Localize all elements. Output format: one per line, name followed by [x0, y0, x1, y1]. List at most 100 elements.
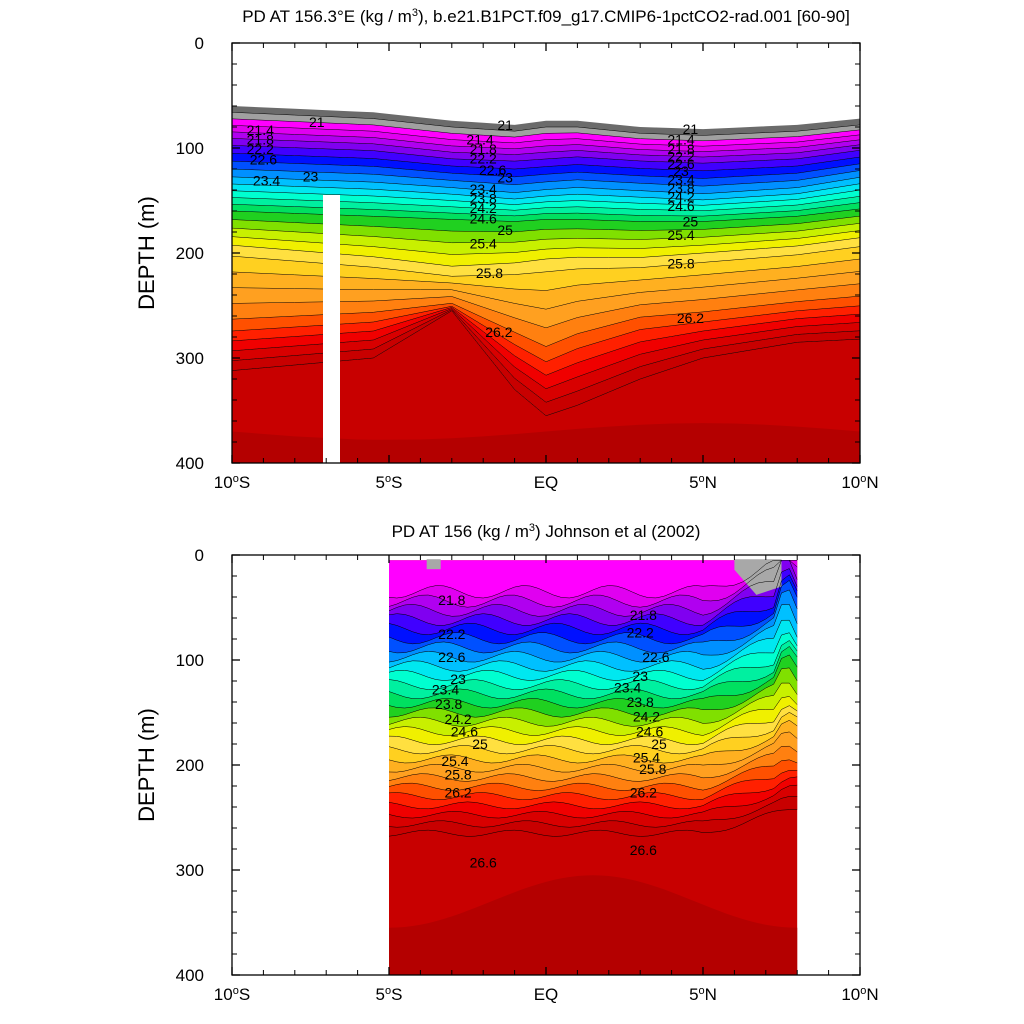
y-tick-label: 400: [176, 454, 204, 473]
density-layer: [232, 296, 860, 362]
isopycnal-line: [232, 176, 860, 195]
contour-label: 22.2: [470, 151, 497, 167]
contour-label: 23: [450, 671, 466, 687]
y-tick-label: 400: [176, 966, 204, 985]
contour-label: 26.2: [630, 784, 657, 800]
isopycnal-line: [388, 745, 798, 782]
density-layer: [232, 237, 860, 277]
density-layer: [389, 683, 798, 736]
density-layer: [389, 696, 798, 745]
density-layer: [389, 654, 798, 718]
missing-data-patch: [734, 559, 782, 595]
density-layer: [232, 223, 860, 255]
isopycnal-line: [232, 215, 860, 233]
isopycnal-line: [232, 307, 860, 376]
contour-label: 24.6: [636, 723, 663, 739]
isopycnal-line: [232, 309, 860, 403]
contour-label: 25: [497, 222, 513, 238]
contour-label: 21: [309, 114, 325, 130]
contour-label: 24.6: [451, 723, 478, 739]
contour-label: 23.4: [253, 173, 280, 189]
contour-label: 23.4: [470, 181, 497, 197]
contour-label: 22.2: [627, 625, 654, 641]
density-layer: [389, 620, 798, 681]
isopycnal-line: [232, 118, 860, 142]
density-layer: [389, 759, 798, 800]
y-tick-label: 300: [176, 861, 204, 880]
density-layer: [389, 875, 798, 975]
contour-labels: 21.822.222.62323.423.824.224.62525.425.8…: [432, 592, 670, 871]
contour-label: 24.6: [470, 210, 497, 226]
density-layer: [389, 589, 798, 663]
contour-label: 22.6: [250, 152, 277, 168]
contour-label: 22.2: [667, 148, 694, 164]
x-tick-label: 5oS: [376, 985, 403, 1004]
density-layer: [232, 106, 860, 136]
contour-label: 24.2: [470, 200, 497, 216]
contour-label: 25: [472, 736, 488, 752]
contour-label: 23.4: [667, 172, 694, 188]
isopycnal-line: [232, 196, 860, 211]
contour-label: 21: [683, 121, 699, 137]
contour-label: 23.8: [470, 190, 497, 206]
contour-label: 24.6: [667, 198, 694, 214]
isopycnal-line: [388, 604, 798, 663]
isopycnal-line: [388, 560, 798, 599]
isopycnal-line: [388, 696, 798, 736]
contour-label: 26.2: [444, 784, 471, 800]
x-tick-label: 10oS: [214, 985, 250, 1004]
isopycnal-line: [232, 160, 860, 179]
isopycnal-line: [388, 619, 798, 672]
contour-label: 21.8: [247, 132, 274, 148]
contour-label: 21.8: [470, 141, 497, 157]
isopycnal-line: [232, 308, 860, 390]
isopycnal-line: [388, 640, 798, 690]
isopycnal-line: [232, 153, 860, 172]
isopycnal-line: [232, 131, 860, 152]
contour-label: 22.6: [667, 156, 694, 172]
contour-label: 24.2: [633, 709, 660, 725]
axes: 10oS 5oS EQ 5oN 10oN 0 100 200 300 400: [176, 34, 879, 492]
density-layer: [389, 796, 798, 837]
y-tick-label: 0: [195, 34, 204, 53]
contour-label: 21.8: [630, 607, 657, 623]
density-layer: [389, 560, 798, 608]
density-layer: [389, 560, 798, 599]
panel-model: PD AT 156.3°E (kg / m3), b.e21.B1PCT.f09…: [134, 7, 879, 492]
isopycnal-line: [388, 568, 798, 626]
isopycnal-line: [232, 145, 860, 164]
panel-observed: PD AT 156 (kg / m3) Johnson et al (2002)…: [134, 522, 879, 1004]
contour-label: 25.4: [633, 750, 660, 766]
density-layer: [389, 574, 798, 644]
isopycnal-line: [388, 731, 798, 773]
contour-label: 26.2: [485, 324, 512, 340]
y-tick-label: 200: [176, 244, 204, 263]
isopycnal-line: [232, 305, 860, 363]
x-tick-label: 10oN: [841, 985, 878, 1004]
isopycnal-line: [232, 283, 860, 329]
contour-label: 21.4: [247, 122, 274, 138]
density-layer: [232, 208, 860, 232]
x-tick-label: EQ: [534, 985, 559, 1004]
y-tick-label: 300: [176, 349, 204, 368]
y-tick-label: 200: [176, 756, 204, 775]
isopycnal-line: [388, 809, 798, 837]
contour-label: 23.8: [435, 696, 462, 712]
contour-label: 21.8: [667, 141, 694, 157]
axes: 10oS 5oS EQ 5oN 10oN 0 100 200 300 400: [176, 546, 879, 1004]
isopycnal-line: [388, 579, 798, 645]
density-layer: [232, 145, 860, 171]
missing-data-column: [323, 195, 340, 463]
y-tick-label: 100: [176, 139, 204, 158]
isopycnal-line: [232, 168, 860, 187]
isopycnal-line: [388, 759, 798, 791]
isopycnal-line: [232, 230, 860, 255]
density-layer: [389, 770, 798, 809]
contour-label: 25.4: [667, 227, 694, 243]
isopycnal-lines: [232, 112, 860, 417]
isopycnal-line: [232, 246, 860, 277]
density-layer: [232, 305, 860, 376]
density-layer: [389, 712, 798, 764]
contour-label: 25.4: [470, 236, 497, 252]
